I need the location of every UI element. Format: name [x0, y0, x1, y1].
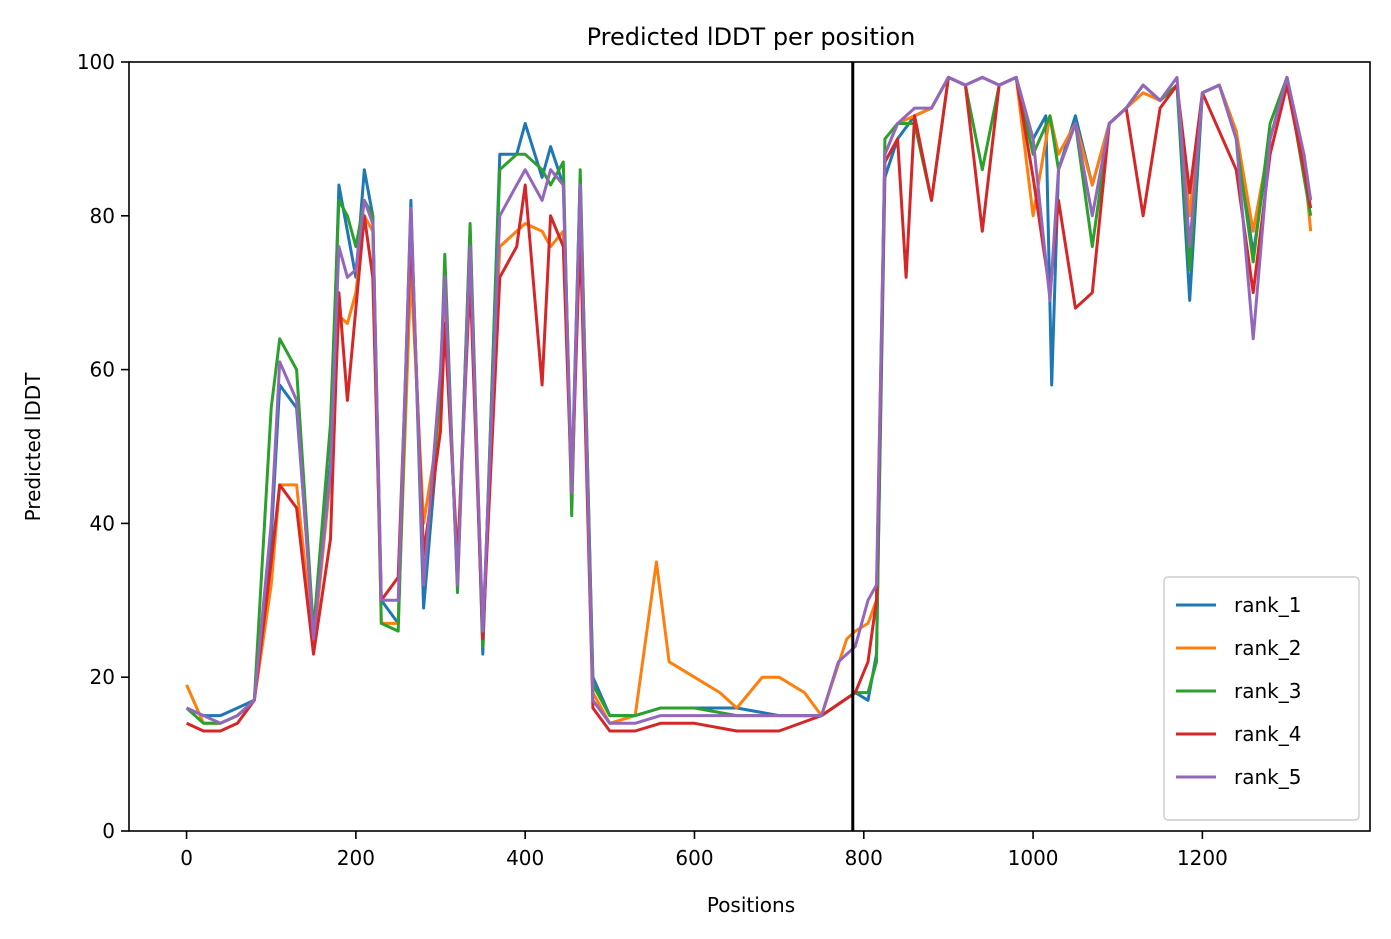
y-tick-label: 40: [90, 511, 115, 535]
x-tick-label: 1200: [1177, 846, 1228, 870]
series-line-rank_1: [185, 75, 1313, 718]
legend: rank_1 rank_2 rank_3 rank_4 rank_5: [1163, 576, 1360, 821]
y-tick-label: 60: [90, 358, 115, 382]
y-tick-label: 100: [77, 50, 115, 74]
chart-title: Predicted lDDT per position: [587, 23, 916, 51]
y-axis-label: Predicted lDDT: [21, 372, 45, 522]
series-lines: [185, 75, 1313, 733]
y-tick-label: 0: [102, 819, 115, 843]
legend-label-rank_2: rank_2: [1234, 636, 1301, 660]
series-line-rank_2: [185, 75, 1313, 725]
plot-area: [128, 61, 1371, 832]
series-line-rank_5: [185, 75, 1313, 725]
series-line-rank_4: [185, 75, 1313, 733]
x-tick-label: 0: [180, 846, 193, 870]
x-tick-label: 200: [337, 846, 375, 870]
legend-label-rank_3: rank_3: [1234, 679, 1301, 703]
x-tick-label: 400: [506, 846, 544, 870]
legend-label-rank_4: rank_4: [1234, 722, 1301, 746]
legend-box: [1163, 576, 1360, 821]
x-axis-ticks: 0 200 400 600 800 1000 1200: [180, 831, 1228, 870]
x-tick-label: 600: [675, 846, 713, 870]
y-tick-label: 20: [90, 665, 115, 689]
y-axis-ticks: 0 20 40 60 80 100: [77, 50, 129, 843]
x-tick-label: 800: [845, 846, 883, 870]
y-tick-label: 80: [90, 204, 115, 228]
series-line-rank_3: [185, 75, 1313, 725]
x-tick-label: 1000: [1008, 846, 1059, 870]
axes-frame: [128, 61, 1371, 832]
legend-label-rank_5: rank_5: [1234, 765, 1301, 789]
legend-label-rank_1: rank_1: [1234, 593, 1301, 617]
x-axis-label: Positions: [707, 893, 795, 917]
